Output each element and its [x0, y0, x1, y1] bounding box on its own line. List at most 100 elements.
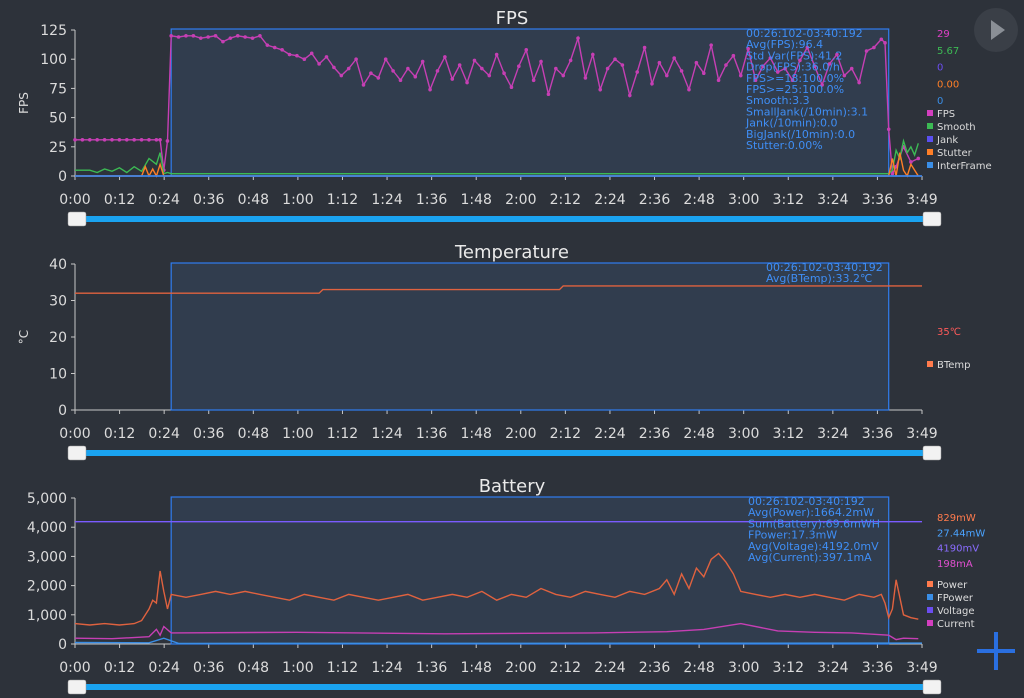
y-axis-label: FPS [17, 92, 31, 114]
data-point-fps [598, 87, 603, 92]
x-tick-label: 1:36 [416, 660, 448, 676]
slider-handle-right[interactable] [922, 211, 942, 227]
data-point-fps [346, 66, 351, 71]
data-point-fps [110, 137, 114, 142]
data-point-fps [243, 35, 247, 39]
time-slider-track[interactable] [80, 216, 927, 222]
series-line-power [74, 552, 919, 626]
y-tick-label: 5,000 [27, 491, 67, 507]
legend-label: FPS [937, 109, 955, 120]
stats-line: Avg(FPS):96.4 [746, 38, 823, 51]
current-value: 4190mV [937, 544, 979, 555]
data-point-fps [309, 51, 314, 56]
stats-line: FPS>=18:100.0% [746, 72, 844, 85]
data-point-fps [509, 85, 514, 90]
x-tick-label: 0:48 [238, 660, 269, 676]
legend-swatch [927, 110, 933, 116]
data-point-fps [154, 137, 159, 142]
x-tick-label: 2:36 [639, 660, 671, 676]
data-point-fps [87, 137, 92, 142]
x-tick-label: 0:36 [193, 192, 225, 208]
data-point-fps [250, 36, 255, 40]
x-tick-label: 1:48 [460, 660, 491, 676]
legend-swatch [927, 607, 933, 613]
data-point-fps [73, 137, 77, 142]
legend-swatch [927, 594, 933, 600]
data-point-fps [487, 73, 492, 78]
slider-handle-left[interactable] [67, 211, 87, 227]
data-point-fps [753, 78, 758, 83]
data-point-fps [546, 92, 551, 97]
x-tick-label: 3:24 [817, 660, 849, 676]
data-point-fps [812, 64, 817, 69]
slider-handle-left[interactable] [67, 679, 87, 695]
stats-line: Std Var(FPS):41.2 [746, 49, 842, 62]
data-point-fps [339, 73, 344, 78]
stats-line: BigJank(/10min):0.0 [746, 128, 855, 141]
data-point-fps [798, 58, 802, 63]
data-point-fps [709, 43, 713, 47]
y-tick-label: 40 [49, 257, 67, 273]
y-tick-label: 30 [49, 294, 67, 310]
current-value: 829mW [937, 513, 976, 524]
data-point-fps [916, 156, 921, 161]
legend-swatch [927, 581, 933, 587]
x-tick-label: 3:00 [728, 660, 759, 676]
data-point-fps [420, 59, 425, 64]
data-point-fps [620, 63, 625, 67]
legend-label: InterFrame [937, 161, 992, 172]
plus-icon[interactable] [975, 630, 1017, 672]
current-value: 0 [937, 63, 943, 74]
y-tick-label: 1,000 [27, 608, 67, 624]
slider-handle-right[interactable] [922, 445, 942, 461]
data-point-fps [605, 66, 610, 71]
stats-line: Avg(BTemp):33.2℃ [766, 272, 872, 285]
stats-line: Avg(Power):1664.2mW [748, 506, 874, 519]
x-tick-label: 1:48 [460, 426, 491, 442]
x-tick-label: 2:36 [639, 426, 671, 442]
x-tick-label: 0:24 [148, 660, 180, 676]
data-point-fps [165, 139, 170, 143]
data-point-fps [398, 78, 403, 83]
slider-handle-left[interactable] [67, 445, 87, 461]
stats-line: Avg(Current):397.1mA [748, 551, 872, 564]
current-value: 27.44mW [937, 528, 985, 539]
data-point-fps [879, 37, 884, 42]
x-tick-label: 0:12 [104, 660, 135, 676]
data-point-fps [628, 93, 632, 98]
data-point-fps [790, 78, 795, 83]
x-tick-label: 0:48 [238, 426, 269, 442]
x-tick-label: 3:49 [906, 192, 937, 208]
y-axis-label: °C [17, 330, 31, 344]
legend-swatch [927, 620, 933, 626]
data-point-fps [576, 36, 580, 40]
data-point-fps [272, 45, 277, 50]
x-tick-label: 1:24 [371, 192, 403, 208]
y-tick-label: 50 [49, 111, 67, 127]
y-tick-label: 75 [49, 81, 67, 97]
x-tick-label: 2:48 [683, 660, 714, 676]
stats-line: SmallJank(/10min):3.1 [746, 105, 868, 118]
data-point-fps [213, 34, 218, 38]
series-line-smooth [75, 138, 919, 175]
x-tick-label: 1:12 [327, 426, 358, 442]
data-point-fps [524, 48, 529, 52]
data-point-fps [746, 46, 750, 51]
data-point-fps [354, 57, 358, 61]
x-tick-label: 3:36 [862, 192, 894, 208]
stats-line: Drop(FPS):36.0/h [746, 61, 840, 74]
selection-range[interactable] [170, 262, 890, 411]
play-icon[interactable] [974, 8, 1018, 52]
legend-swatch [927, 136, 933, 142]
slider-handle-right[interactable] [922, 679, 942, 695]
x-tick-label: 1:48 [460, 192, 491, 208]
time-slider-track[interactable] [80, 450, 927, 456]
data-point-fps [613, 57, 617, 61]
data-point-fps [102, 137, 107, 142]
time-slider-track[interactable] [80, 684, 927, 690]
data-point-fps [886, 127, 891, 132]
legend-label: BTemp [937, 360, 971, 371]
legend-label: Voltage [937, 606, 975, 617]
data-point-fps [287, 52, 292, 57]
data-point-fps [775, 70, 780, 74]
